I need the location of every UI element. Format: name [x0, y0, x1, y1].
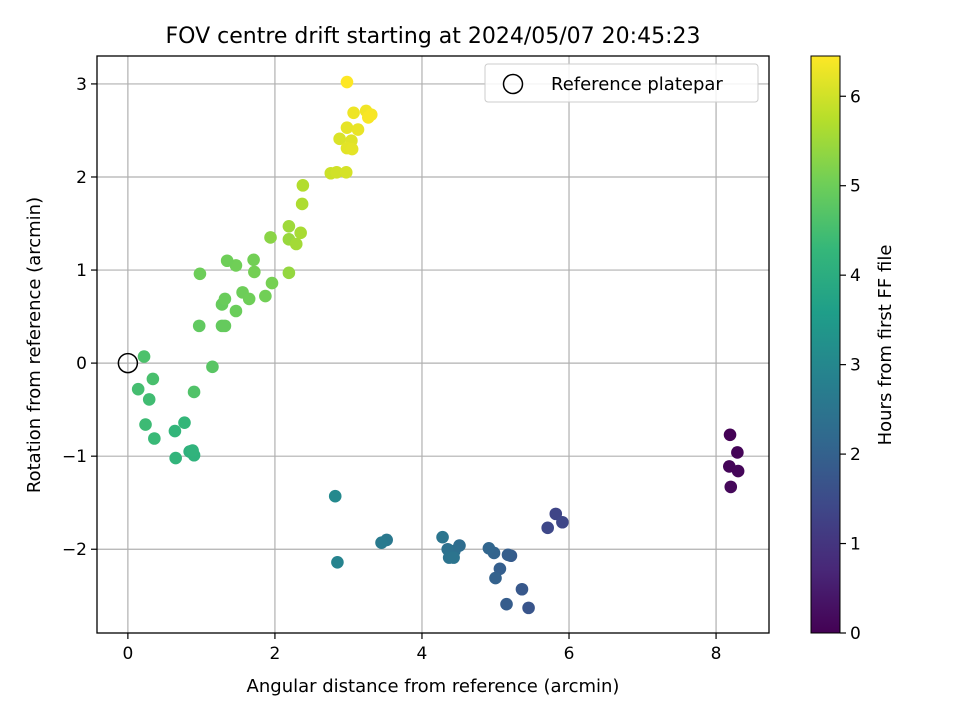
y-axis-label: Rotation from reference (arcmin)	[24, 197, 45, 493]
data-point	[333, 132, 346, 146]
data-point	[328, 489, 342, 503]
x-tick-label: 4	[417, 644, 428, 664]
legend: Reference platepar	[484, 63, 759, 103]
y-tick-label: −2	[62, 540, 87, 560]
data-point	[220, 254, 234, 268]
data-point	[206, 360, 219, 374]
data-point	[436, 530, 449, 544]
x-tick-label: 8	[711, 644, 722, 664]
x-tick-label: 0	[122, 644, 133, 664]
y-tick-label: 3	[76, 75, 87, 95]
data-point	[489, 571, 502, 585]
data-point	[229, 304, 243, 318]
data-point	[361, 111, 375, 124]
data-point	[515, 582, 529, 596]
data-point	[482, 542, 496, 555]
data-point	[330, 166, 343, 179]
colorbar: 0 1 2 3 4 5 6 Hours from first FF file	[810, 55, 896, 644]
data-point	[731, 446, 744, 459]
y-tick-label: 1	[76, 261, 87, 281]
data-point	[331, 555, 344, 569]
data-point	[724, 480, 738, 494]
data-point	[218, 292, 232, 306]
data-point	[265, 276, 279, 290]
colorbar-tick-label: 4	[850, 266, 861, 286]
colorbar-tick-label: 0	[850, 624, 861, 644]
axis-ticks: 0 2 4 6 8 −2 −1 0 1 2 3	[62, 75, 722, 664]
data-point	[259, 289, 272, 303]
data-point	[345, 142, 359, 156]
data-point	[296, 179, 310, 192]
legend-marker	[502, 73, 524, 95]
x-tick-label: 2	[270, 644, 281, 664]
reference-marker	[117, 352, 139, 374]
data-point	[168, 424, 182, 438]
data-point	[247, 253, 260, 267]
data-point	[500, 597, 513, 611]
colorbar-tick-label: 5	[850, 177, 861, 197]
data-point	[137, 350, 151, 363]
data-point	[295, 197, 309, 211]
colorbar-ticks: 0 1 2 3 4 5 6	[840, 87, 861, 644]
data-point	[148, 432, 161, 445]
grid-lines	[97, 56, 769, 633]
data-point	[187, 385, 201, 399]
y-tick-label: 2	[76, 168, 87, 188]
colorbar-tick-label: 3	[850, 356, 861, 376]
data-point	[146, 372, 160, 386]
data-point	[192, 319, 206, 333]
colorbar-tick-label: 2	[850, 445, 861, 465]
data-point	[169, 451, 182, 465]
data-point	[447, 551, 460, 564]
x-tick-label: 6	[564, 644, 575, 664]
data-point	[242, 292, 256, 306]
data-point	[282, 266, 296, 280]
data-point	[178, 416, 191, 429]
data-point	[339, 166, 353, 179]
data-point	[289, 237, 303, 251]
colorbar-tick-label: 6	[850, 87, 861, 107]
chart-title: FOV centre drift starting at 2024/05/07 …	[166, 24, 701, 49]
data-point	[351, 123, 365, 136]
data-point	[541, 521, 554, 535]
y-tick-label: 0	[76, 354, 87, 374]
data-point	[248, 265, 261, 279]
data-point	[186, 444, 199, 457]
data-point	[264, 231, 277, 244]
colorbar-label: Hours from first FF file	[875, 245, 896, 446]
colorbar-tick-label: 1	[850, 535, 861, 555]
data-point	[193, 267, 207, 281]
data-point	[142, 393, 156, 406]
data-point	[282, 220, 296, 233]
data-point	[501, 548, 515, 562]
x-axis-label: Angular distance from reference (arcmin)	[247, 676, 620, 697]
data-point	[375, 536, 388, 550]
data-point	[340, 121, 354, 134]
data-point	[131, 382, 145, 396]
data-points	[131, 75, 745, 615]
data-point	[347, 106, 360, 120]
data-point	[218, 319, 232, 333]
colorbar-gradient	[810, 55, 841, 634]
data-point	[139, 418, 152, 431]
data-point	[556, 515, 569, 529]
legend-box	[484, 63, 759, 103]
data-point	[522, 601, 535, 615]
data-point	[340, 75, 354, 89]
data-point	[731, 464, 745, 478]
plot-frame	[96, 55, 770, 634]
data-point	[723, 428, 737, 442]
legend-label: Reference platepar	[551, 74, 723, 95]
y-tick-label: −1	[62, 447, 87, 467]
data-point	[294, 226, 307, 240]
